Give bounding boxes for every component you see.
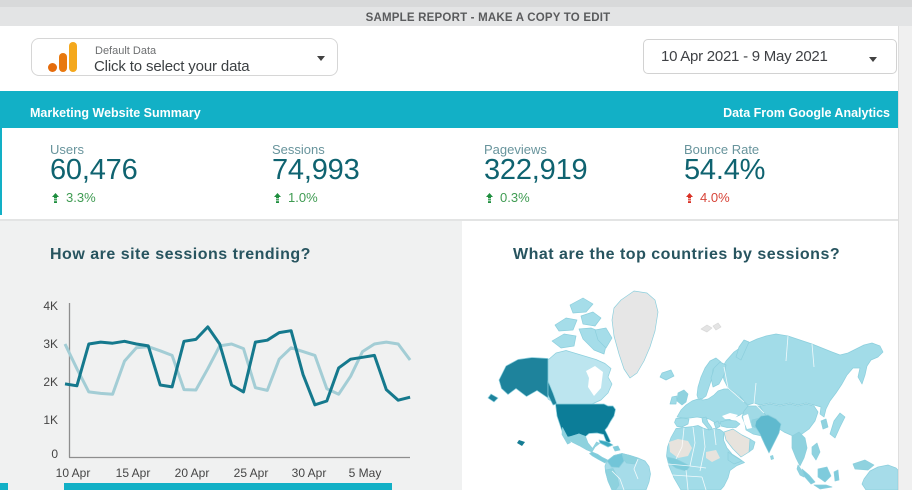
svg-text:15 Apr: 15 Apr	[116, 466, 151, 480]
svg-text:30 Apr: 30 Apr	[292, 466, 327, 480]
svg-text:0: 0	[51, 447, 58, 461]
svg-text:10 Apr: 10 Apr	[56, 466, 91, 480]
svg-text:5 May: 5 May	[349, 466, 382, 480]
svg-text:3K: 3K	[43, 337, 58, 351]
svg-text:20 Apr: 20 Apr	[175, 466, 210, 480]
svg-text:4K: 4K	[43, 299, 58, 313]
svg-text:25 Apr: 25 Apr	[234, 466, 269, 480]
svg-text:1K: 1K	[43, 413, 58, 427]
svg-text:2K: 2K	[43, 375, 58, 389]
